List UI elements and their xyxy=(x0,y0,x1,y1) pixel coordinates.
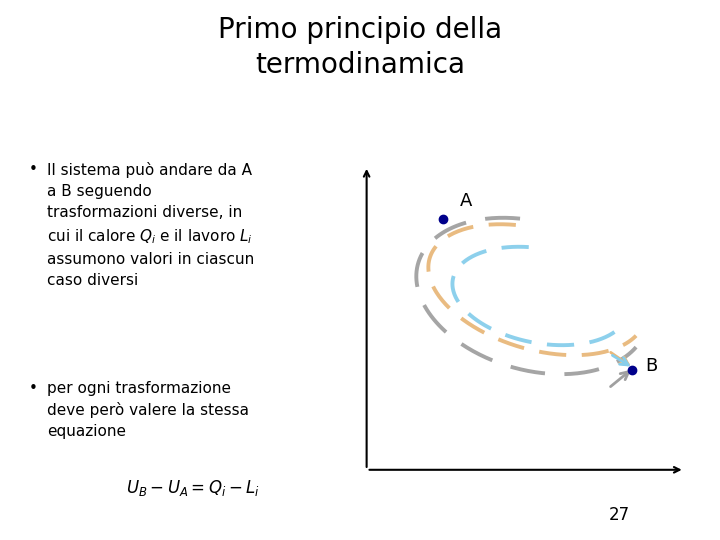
Text: •: • xyxy=(29,381,37,396)
Text: •: • xyxy=(29,162,37,177)
Text: 27: 27 xyxy=(608,506,630,524)
Text: Il sistema può andare da A
a B seguendo
trasformazioni diverse, in
cui il calore: Il sistema può andare da A a B seguendo … xyxy=(47,162,254,288)
Text: $U_B - U_A = Q_i - L_i$: $U_B - U_A = Q_i - L_i$ xyxy=(126,478,260,498)
Text: Primo principio della
termodinamica: Primo principio della termodinamica xyxy=(218,16,502,79)
Text: B: B xyxy=(645,357,657,375)
Text: per ogni trasformazione
deve però valere la stessa
equazione: per ogni trasformazione deve però valere… xyxy=(47,381,249,439)
Text: A: A xyxy=(459,192,472,210)
